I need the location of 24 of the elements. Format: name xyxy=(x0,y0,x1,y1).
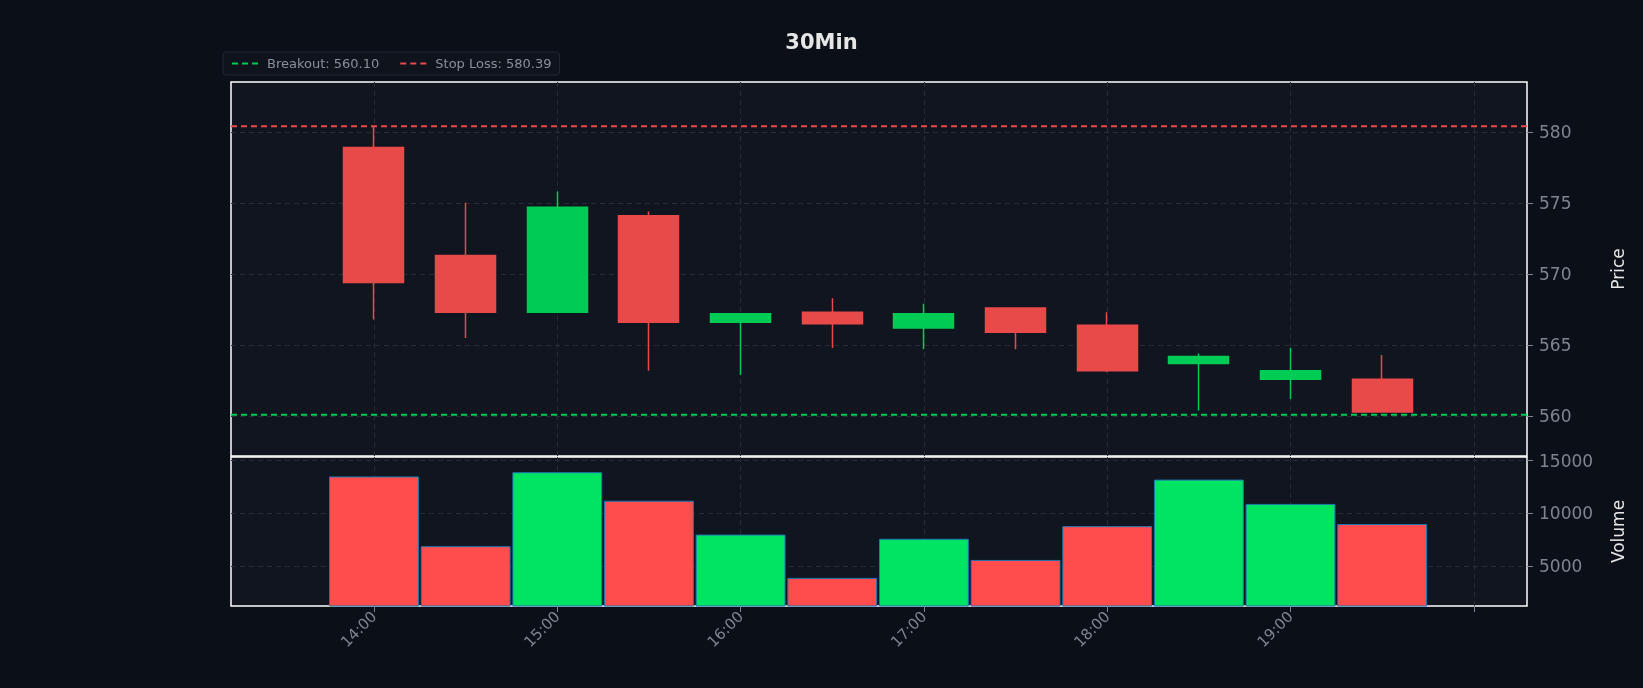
y-tick-label: 5000 xyxy=(1539,556,1583,577)
candlestick xyxy=(1167,352,1230,412)
candlestick xyxy=(526,190,589,314)
candlestick xyxy=(1351,354,1414,413)
candlestick xyxy=(801,297,864,349)
candlestick xyxy=(892,303,955,351)
candlestick xyxy=(617,210,680,372)
y-tick-label: 565 xyxy=(1539,335,1572,356)
y-tick-label: 570 xyxy=(1539,263,1572,284)
y-axis-title: Price xyxy=(1607,248,1628,290)
legend-label: Stop Loss: 580.39 xyxy=(435,56,552,71)
legend-label: Breakout: 560.10 xyxy=(267,56,380,71)
candlestick xyxy=(1259,347,1322,400)
candlestick xyxy=(434,202,497,339)
candlestick xyxy=(984,307,1047,351)
candlestick xyxy=(1076,311,1139,373)
y-tick-label: 560 xyxy=(1539,406,1572,427)
chart-title: 30Min xyxy=(785,29,858,54)
y-tick-label: 10000 xyxy=(1539,503,1594,524)
y-axis-title: Volume xyxy=(1607,499,1628,564)
y-tick-label: 15000 xyxy=(1539,450,1594,471)
y-tick-label: 580 xyxy=(1539,121,1572,142)
candlestick xyxy=(709,313,772,376)
y-tick-label: 575 xyxy=(1539,192,1572,213)
